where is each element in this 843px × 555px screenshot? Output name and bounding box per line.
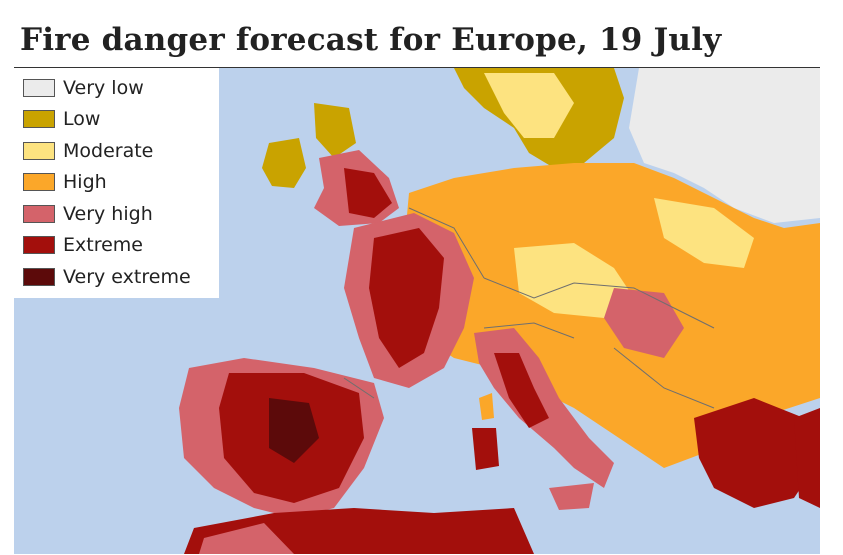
legend-swatch	[23, 173, 55, 191]
eastern-europe-very-low	[629, 68, 820, 223]
legend-label: Extreme	[63, 234, 143, 256]
legend-item-extreme: Extreme	[23, 234, 143, 256]
england-extreme	[344, 168, 392, 218]
legend-swatch	[23, 205, 55, 223]
legend-label: Moderate	[63, 140, 154, 162]
legend-item-very-extreme: Very extreme	[23, 266, 191, 288]
legend-label: Very high	[63, 203, 153, 225]
balkan-very-high	[604, 288, 684, 358]
iberia-very-extreme	[269, 398, 319, 463]
turkey	[794, 408, 820, 508]
legend-item-high: High	[23, 171, 107, 193]
legend-swatch	[23, 142, 55, 160]
greece	[694, 398, 814, 508]
scandinavia-moderate	[484, 73, 574, 138]
page-title: Fire danger forecast for Europe, 19 July	[20, 22, 722, 58]
legend-swatch	[23, 268, 55, 286]
legend: Very low Low Moderate High Very high Ext…	[14, 68, 219, 298]
legend-label: Very extreme	[63, 266, 191, 288]
scotland	[314, 103, 356, 158]
legend-swatch	[23, 110, 55, 128]
fire-danger-map	[14, 67, 820, 554]
legend-label: Low	[63, 108, 101, 130]
legend-item-moderate: Moderate	[23, 140, 153, 162]
legend-swatch	[23, 79, 55, 97]
legend-item-very-high: Very high	[23, 203, 153, 225]
legend-label: Very low	[63, 77, 144, 99]
sicily	[549, 483, 594, 510]
sardinia	[472, 428, 499, 470]
east-moderate	[654, 198, 754, 268]
north-africa-very-high	[199, 523, 294, 554]
central-moderate	[514, 243, 634, 318]
europe-map-graphic	[14, 68, 820, 554]
italy-extreme	[494, 353, 549, 428]
legend-swatch	[23, 236, 55, 254]
legend-item-very-low: Very low	[23, 77, 144, 99]
france-extreme	[369, 228, 444, 368]
corsica	[479, 393, 494, 420]
ireland	[262, 138, 306, 188]
legend-item-low: Low	[23, 108, 100, 130]
legend-label: High	[63, 171, 107, 193]
borders	[343, 207, 715, 409]
